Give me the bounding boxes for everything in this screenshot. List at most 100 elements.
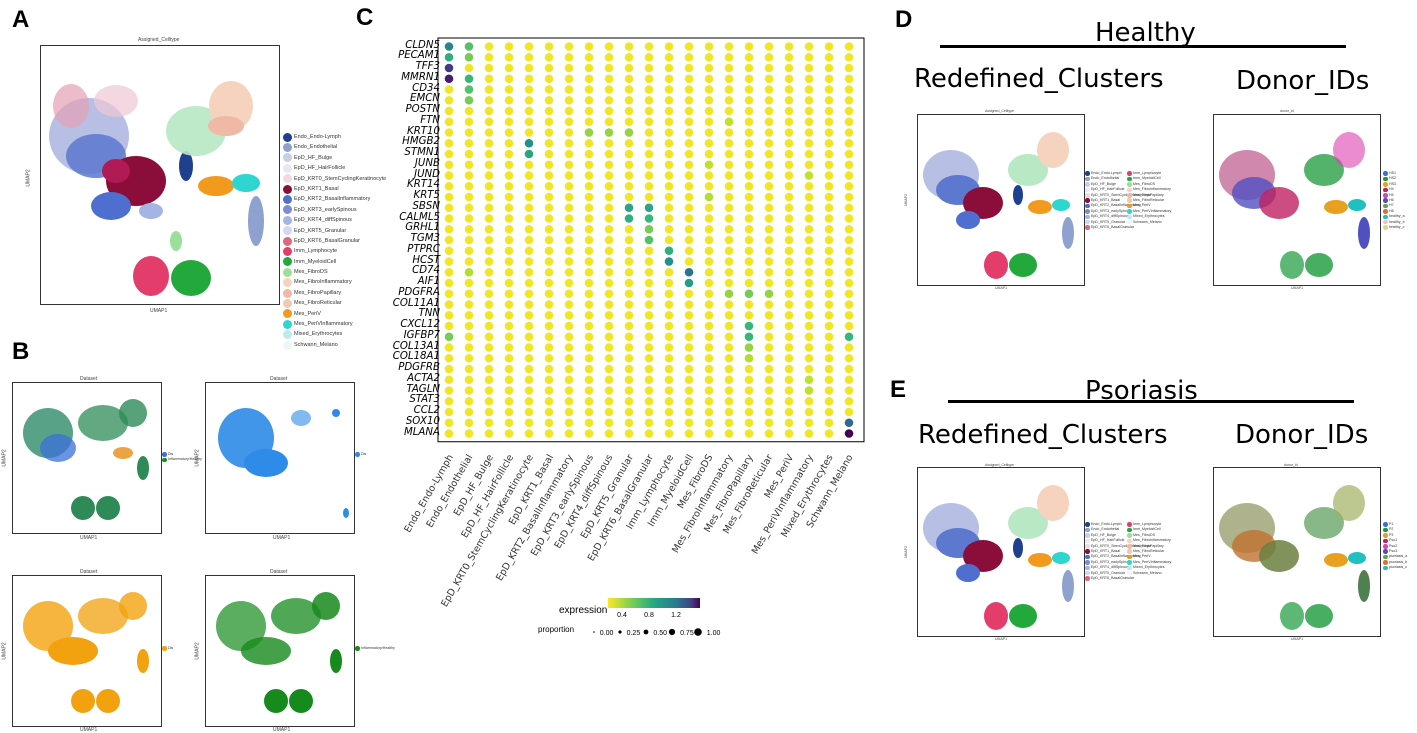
dot: [824, 95, 834, 105]
gene-label: STMN1: [404, 147, 440, 158]
legend-swatch: [162, 457, 167, 463]
dot: [584, 321, 594, 331]
dot: [824, 407, 834, 417]
legend-entry: HS2: [1383, 176, 1405, 182]
dot: [684, 192, 694, 202]
dot: [524, 117, 534, 127]
dot: [604, 95, 614, 105]
legend-label: EpD_HF_Bulge: [1091, 181, 1116, 186]
dot: [464, 95, 474, 105]
legend-label: psoriasis_b: [1389, 559, 1408, 564]
dot: [624, 235, 634, 245]
legend-swatch: [1085, 198, 1090, 203]
panel-b-plot-1-legend: Dis Inflammatory/Healthy: [162, 452, 202, 463]
dot: [644, 300, 654, 309]
dot: [484, 203, 494, 213]
gene-label: TGM3: [410, 233, 440, 244]
dot: [764, 418, 774, 428]
legend-label: Mes_PeriVInflammatory: [294, 321, 353, 328]
dot: [684, 138, 694, 148]
legend-swatch: [1085, 182, 1090, 187]
dot: [584, 160, 594, 170]
gene-label: CLDN5: [405, 39, 440, 51]
legend-entry: psoriasis_a: [1383, 554, 1407, 560]
dot: [744, 278, 754, 288]
umap-clusters-a: [49, 81, 264, 296]
dot: [544, 343, 554, 352]
dot: [504, 95, 514, 105]
dot: [844, 63, 854, 73]
legend-swatch: [162, 452, 167, 457]
dot: [804, 171, 814, 180]
dot: [844, 332, 854, 342]
dot: [504, 429, 514, 438]
dot: [564, 95, 574, 105]
dot: [584, 310, 594, 320]
legend-swatch: [1085, 225, 1090, 230]
legend-swatch: [1127, 527, 1132, 533]
legend-swatch: [1085, 209, 1090, 214]
legend-label: H8: [1389, 208, 1394, 213]
legend-label: P3: [1389, 532, 1394, 537]
dot: [844, 42, 854, 51]
dot: [844, 407, 854, 417]
dot: [784, 74, 794, 84]
dot: [804, 321, 814, 331]
dot: [724, 181, 734, 191]
dot: [544, 310, 554, 320]
panel-e-sub-left: Redefined_Clusters: [918, 420, 1168, 450]
dot: [624, 300, 634, 309]
panel-e-left-title: Assigned_Celltype: [985, 463, 1014, 467]
legend-swatch: [283, 298, 292, 308]
dot: [724, 224, 734, 234]
legend-swatch: [283, 195, 292, 205]
dot: [504, 235, 514, 245]
gene-label: KRT14: [407, 179, 440, 191]
panel-e-left-legend: Endo_Endo-Lymph Endo_Endothelial EpD_HF_Bu…: [1085, 522, 1151, 581]
legend-swatch: [283, 278, 292, 288]
dot: [544, 42, 554, 51]
dot: [704, 138, 714, 148]
legend-swatch: [1383, 171, 1388, 176]
dot: [624, 353, 634, 363]
panel-e-sub-right: Donor_IDs: [1235, 420, 1369, 450]
legend-swatch: [283, 288, 292, 298]
legend-swatch: [283, 267, 292, 277]
dot: [564, 300, 574, 309]
legend-swatch: [1383, 225, 1388, 230]
dot: [664, 42, 674, 51]
dot: [504, 214, 514, 223]
panel-b-plot-4-xlabel: UMAP1: [273, 727, 291, 733]
legend-label: P1: [1389, 522, 1394, 526]
legend-entry: H6: [1383, 198, 1405, 203]
dot: [624, 429, 634, 438]
dot: [844, 310, 854, 320]
dot: [704, 95, 714, 105]
panel-d-right-xlabel: UMAP1: [1291, 286, 1304, 290]
dot: [544, 407, 554, 417]
panel-e-left-ylabel: UMAP2: [904, 545, 909, 559]
dot: [544, 181, 554, 191]
dot: [784, 235, 794, 245]
legend-label: Mixed_Erythrocytes: [294, 331, 343, 338]
dot: [664, 203, 674, 213]
dot: [724, 289, 734, 299]
legend-swatch: [1085, 203, 1090, 209]
legend-swatch: [1127, 549, 1132, 554]
legend-entry: Mes_FibroInflammatory: [1127, 538, 1171, 544]
dot: [684, 321, 694, 331]
legend-swatch: [1085, 544, 1090, 549]
dot: [444, 332, 454, 342]
dot: [784, 429, 794, 438]
dot: [444, 117, 454, 127]
panel-letter-d: D: [895, 6, 913, 33]
legend-entry: Imm_Lymphocyte: [1127, 522, 1171, 527]
dot: [744, 246, 754, 256]
dot: [544, 257, 554, 266]
legend-entry: Mes_PeriVInflammatory: [1127, 209, 1171, 214]
dot: [604, 386, 614, 395]
dot: [704, 74, 714, 84]
legend-entry: Mes_FibroReticular: [283, 298, 386, 308]
dot: [804, 310, 814, 320]
proportion-dot: [694, 628, 702, 636]
